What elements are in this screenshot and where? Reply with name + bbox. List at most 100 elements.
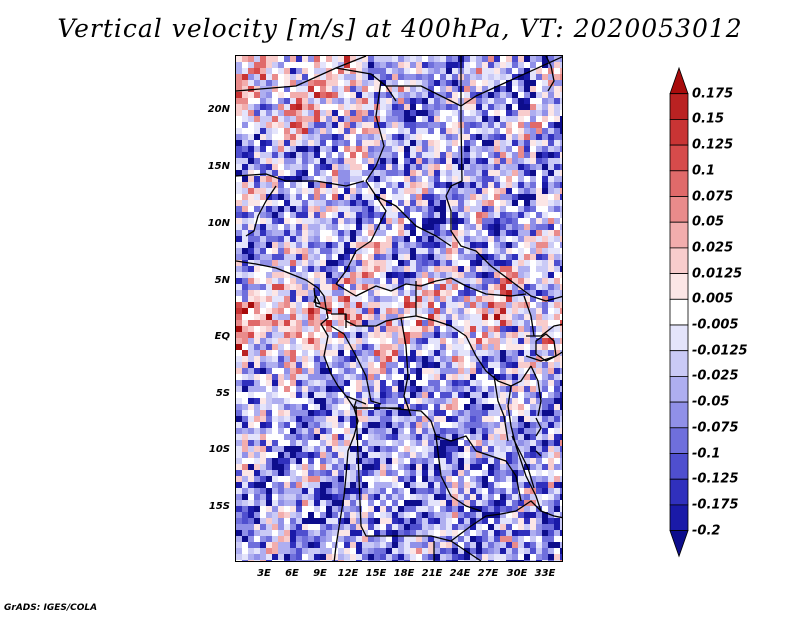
field-cell — [254, 392, 261, 399]
field-cell — [272, 314, 279, 321]
field-cell — [410, 176, 417, 183]
field-cell — [452, 122, 459, 129]
field-cell — [446, 416, 453, 423]
field-cell — [410, 194, 417, 201]
field-cell — [236, 152, 243, 159]
field-cell — [296, 362, 303, 369]
lat-label-10n: 10N — [207, 218, 230, 229]
field-cell — [542, 440, 549, 447]
colorbar-tick-label: 0.05 — [692, 214, 725, 230]
field-cell — [338, 98, 345, 105]
field-cell — [554, 182, 561, 189]
field-cell — [410, 434, 417, 441]
field-cell — [254, 254, 261, 261]
field-cell — [446, 422, 453, 429]
field-cell — [308, 380, 315, 387]
field-cell — [506, 542, 513, 549]
field-cell — [260, 104, 267, 111]
field-cell — [236, 68, 243, 75]
field-cell — [374, 368, 381, 375]
field-cell — [290, 500, 297, 507]
field-cell — [446, 320, 453, 327]
field-cell — [326, 332, 333, 339]
field-cell — [284, 62, 291, 69]
field-cell — [512, 290, 519, 297]
field-cell — [248, 128, 255, 135]
field-cell — [428, 386, 435, 393]
field-cell — [410, 536, 417, 543]
field-cell — [374, 74, 381, 81]
field-cell — [332, 98, 339, 105]
field-cell — [386, 488, 393, 495]
field-cell — [440, 110, 447, 117]
field-cell — [338, 320, 345, 327]
field-cell — [494, 410, 501, 417]
field-cell — [236, 326, 243, 333]
field-cell — [386, 266, 393, 273]
field-cell — [524, 128, 531, 135]
field-cell — [380, 506, 387, 513]
field-cell — [488, 494, 495, 501]
field-cell — [422, 374, 429, 381]
field-cell — [284, 530, 291, 537]
field-cell — [368, 92, 375, 99]
field-cell — [296, 344, 303, 351]
field-cell — [500, 62, 507, 69]
field-cell — [296, 542, 303, 549]
field-cell — [404, 386, 411, 393]
lon-label-3e: 3E — [257, 568, 271, 579]
field-cell — [434, 302, 441, 309]
field-cell — [416, 272, 423, 279]
field-cell — [512, 170, 519, 177]
field-cell — [470, 56, 477, 63]
field-cell — [386, 458, 393, 465]
field-cell — [494, 158, 501, 165]
field-cell — [464, 272, 471, 279]
field-cell — [434, 368, 441, 375]
field-cell — [374, 242, 381, 249]
field-cell — [560, 320, 562, 327]
field-cell — [302, 236, 309, 243]
field-cell — [476, 284, 483, 291]
field-cell — [308, 146, 315, 153]
field-cell — [464, 368, 471, 375]
field-cell — [536, 188, 543, 195]
field-cell — [284, 422, 291, 429]
lake-outline — [535, 450, 542, 457]
field-cell — [248, 194, 255, 201]
field-cell — [548, 266, 555, 273]
field-cell — [290, 56, 297, 63]
field-cell — [512, 368, 519, 375]
field-cell — [260, 146, 267, 153]
field-cell — [362, 524, 369, 531]
field-cell — [464, 56, 471, 63]
field-cell — [548, 350, 555, 357]
field-cell — [500, 296, 507, 303]
field-cell — [422, 242, 429, 249]
field-cell — [350, 560, 357, 561]
field-cell — [488, 128, 495, 135]
field-cell — [260, 140, 267, 147]
field-cell — [404, 284, 411, 291]
field-cell — [410, 422, 417, 429]
field-cell — [314, 98, 321, 105]
field-cell — [278, 134, 285, 141]
field-cell — [464, 266, 471, 273]
field-cell — [482, 488, 489, 495]
field-cell — [560, 206, 562, 213]
field-cell — [494, 548, 501, 555]
field-cell — [368, 488, 375, 495]
field-cell — [254, 482, 261, 489]
field-cell — [254, 386, 261, 393]
field-cell — [320, 296, 327, 303]
field-cell — [356, 542, 363, 549]
field-cell — [404, 560, 411, 561]
field-cell — [512, 296, 519, 303]
field-cell — [350, 518, 357, 525]
field-cell — [338, 530, 345, 537]
field-cell — [494, 116, 501, 123]
field-cell — [560, 254, 562, 261]
field-cell — [446, 104, 453, 111]
field-cell — [332, 518, 339, 525]
field-cell — [356, 128, 363, 135]
